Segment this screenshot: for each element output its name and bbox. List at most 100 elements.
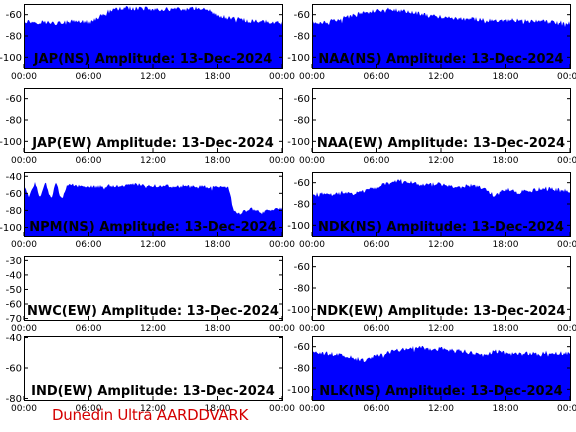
- chart-panel: -60 -80 -100 00:00 06:00 12:00 18:00 00:00 NAA(N…: [287, 4, 576, 82]
- x-tick-label: 12:00: [428, 324, 454, 334]
- x-tick-label: 06:00: [364, 324, 390, 334]
- x-tick-label: 12:00: [140, 324, 166, 334]
- amplitude-trace: [312, 7, 570, 69]
- x-tick-label: 18:00: [205, 240, 231, 250]
- chart-panel: -60 -80 -100 00:00 06:00 12:00 18:00 00:00 NDK(N…: [287, 172, 576, 250]
- x-tick-label: 06:00: [76, 324, 102, 334]
- x-tick-label: 00:00: [299, 404, 325, 414]
- x-tick-label: 12:00: [428, 404, 454, 414]
- x-tick-label: 06:00: [76, 72, 102, 82]
- x-tick-label: 06:00: [76, 404, 102, 414]
- x-tick-label: 00:00: [557, 324, 576, 334]
- y-tick-label: -100: [0, 137, 22, 148]
- x-tick-label: 06:00: [76, 240, 102, 250]
- y-tick-label: -80: [6, 394, 22, 405]
- x-tick-label: 18:00: [205, 72, 231, 82]
- x-tick-label: 12:00: [428, 240, 454, 250]
- chart-title: JAP(EW) Amplitude: 13-Dec-2024: [31, 136, 274, 151]
- y-tick-label: -60: [6, 189, 22, 200]
- x-tick-label: 18:00: [493, 240, 519, 250]
- y-tick-label: -40: [6, 270, 22, 281]
- x-tick-label: 00:00: [11, 156, 37, 166]
- x-tick-label: 06:00: [364, 404, 390, 414]
- x-tick-label: 00:00: [11, 404, 37, 414]
- y-tick-label: -80: [294, 284, 310, 295]
- x-tick-label: 00:00: [269, 404, 295, 414]
- chart-panel: -60 -80 -100 00:00 06:00 12:00 18:00 00:00 NLK(N…: [287, 336, 576, 414]
- y-tick-label: -100: [0, 53, 22, 64]
- x-tick-label: 00:00: [269, 324, 295, 334]
- chart-title: NDK(NS) Amplitude: 13-Dec-2024: [318, 220, 564, 235]
- x-tick-label: 00:00: [269, 72, 295, 82]
- y-tick-label: -60: [294, 178, 310, 189]
- x-tick-label: 00:00: [299, 240, 325, 250]
- x-tick-label: 12:00: [140, 72, 166, 82]
- x-tick-label: 06:00: [76, 156, 102, 166]
- x-tick-label: 00:00: [11, 240, 37, 250]
- y-tick-label: -100: [0, 223, 22, 234]
- chart-title: IND(EW) Amplitude: 13-Dec-2024: [31, 384, 275, 399]
- y-tick-label: -70: [6, 314, 22, 325]
- chart-title: NAA(EW) Amplitude: 13-Dec-2024: [317, 136, 565, 151]
- y-tick-label: -30: [6, 256, 22, 267]
- plot-frame: [24, 256, 283, 321]
- x-tick-label: 18:00: [493, 404, 519, 414]
- y-tick-label: -100: [287, 221, 310, 232]
- y-tick-label: -80: [6, 116, 22, 127]
- x-tick-label: 00:00: [557, 404, 576, 414]
- x-tick-label: 18:00: [205, 156, 231, 166]
- amplitude-trace: [24, 182, 282, 236]
- y-tick-label: -80: [294, 200, 310, 211]
- x-tick-label: 00:00: [557, 240, 576, 250]
- x-tick-label: 12:00: [428, 72, 454, 82]
- y-tick-label: -60: [294, 94, 310, 105]
- chart-title: NDK(EW) Amplitude: 13-Dec-2024: [317, 304, 566, 319]
- x-tick-label: 18:00: [205, 324, 231, 334]
- chart-title: JAP(NS) Amplitude: 13-Dec-2024: [33, 52, 273, 67]
- y-tick-label: -60: [6, 94, 22, 105]
- y-tick-label: -80: [294, 364, 310, 375]
- y-tick-label: -60: [294, 342, 310, 353]
- y-tick-label: -40: [6, 172, 22, 183]
- x-tick-label: 18:00: [493, 72, 519, 82]
- chart-panel: -60 -80 -100 00:00 06:00 12:00 18:00 00:00 NDK(E…: [287, 256, 576, 334]
- y-tick-label: -60: [6, 364, 22, 375]
- amplitude-trace: [312, 345, 570, 400]
- x-tick-label: 06:00: [364, 72, 390, 82]
- y-tick-label: -100: [287, 137, 310, 148]
- x-tick-label: 12:00: [428, 156, 454, 166]
- x-tick-label: 00:00: [557, 156, 576, 166]
- plot-frame: [24, 172, 283, 237]
- y-tick-label: -60: [6, 10, 22, 21]
- amplitude-trace: [24, 6, 282, 69]
- y-tick-label: -60: [294, 10, 310, 21]
- x-tick-label: 00:00: [299, 72, 325, 82]
- x-tick-label: 12:00: [140, 156, 166, 166]
- x-tick-label: 18:00: [493, 324, 519, 334]
- x-tick-label: 12:00: [140, 404, 166, 414]
- footer-label: Dunedin Ultra AARDDVARK: [52, 406, 249, 424]
- x-tick-label: 18:00: [205, 404, 231, 414]
- x-tick-label: 12:00: [140, 240, 166, 250]
- x-tick-label: 00:00: [269, 156, 295, 166]
- chart-title: NWC(EW) Amplitude: 13-Dec-2024: [27, 304, 279, 319]
- y-tick-label: -50: [6, 285, 22, 296]
- amplitude-trace: [312, 178, 570, 236]
- y-tick-label: -80: [294, 32, 310, 43]
- x-tick-label: 18:00: [493, 156, 519, 166]
- chart-title: NAA(NS) Amplitude: 13-Dec-2024: [318, 52, 563, 67]
- y-tick-label: -100: [287, 305, 310, 316]
- y-tick-label: -60: [294, 262, 310, 273]
- x-tick-label: 00:00: [11, 324, 37, 334]
- x-tick-label: 00:00: [269, 240, 295, 250]
- y-tick-label: -100: [287, 385, 310, 396]
- chart-panel: -60 -80 -100 00:00 06:00 12:00 18:00 00:00 JAP(E…: [0, 88, 295, 166]
- y-tick-label: -100: [287, 53, 310, 64]
- chart-panel: -60 -80 -100 00:00 06:00 12:00 18:00 00:00 NAA(E…: [287, 88, 576, 166]
- y-tick-label: -80: [294, 116, 310, 127]
- x-tick-label: 00:00: [299, 156, 325, 166]
- chart-title: NLK(NS) Amplitude: 13-Dec-2024: [319, 384, 562, 399]
